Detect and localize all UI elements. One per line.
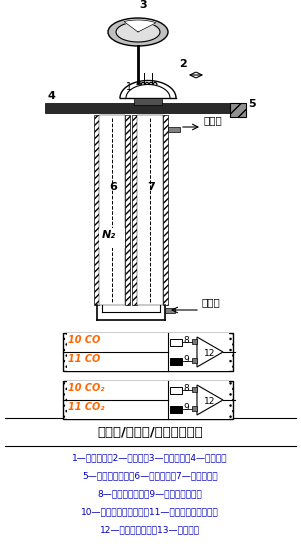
Text: 7: 7 <box>147 182 155 192</box>
Text: 11 CO₂: 11 CO₂ <box>68 402 104 412</box>
Polygon shape <box>197 385 223 415</box>
Bar <box>125 115 130 305</box>
Text: 12: 12 <box>204 349 216 358</box>
Bar <box>67 381 229 419</box>
Ellipse shape <box>116 22 160 42</box>
Bar <box>192 406 197 411</box>
Text: 4: 4 <box>48 91 56 101</box>
Text: 5—光路调整旋鈕；6—参比气室；7—测量气室；: 5—光路调整旋鈕；6—参比气室；7—测量气室； <box>82 472 218 480</box>
Bar <box>99 228 125 248</box>
Text: 11 CO: 11 CO <box>68 354 100 364</box>
Polygon shape <box>124 20 156 32</box>
Text: 8: 8 <box>183 336 189 345</box>
Bar <box>192 358 197 363</box>
Text: 样气入: 样气入 <box>202 297 221 307</box>
Bar <box>192 387 197 392</box>
Text: 3: 3 <box>139 0 147 10</box>
Polygon shape <box>197 337 223 367</box>
Bar <box>45 103 245 113</box>
Bar <box>63 381 233 419</box>
Bar <box>170 339 182 346</box>
Text: N₂: N₂ <box>102 230 116 240</box>
Bar <box>170 406 182 413</box>
Text: 2: 2 <box>179 59 187 69</box>
Text: 5: 5 <box>248 99 256 109</box>
Bar <box>170 358 182 365</box>
Bar <box>170 387 182 394</box>
Bar <box>132 115 137 305</box>
Text: 1—光源灯丝；2—反光镜；3—切片马达；4—切光轮；: 1—光源灯丝；2—反光镜；3—切片马达；4—切光轮； <box>72 454 228 463</box>
Bar <box>94 115 99 305</box>
Bar <box>163 115 168 305</box>
Text: 10 CO₂: 10 CO₂ <box>68 383 104 393</box>
Text: 单光源/双光程/双检测器配置: 单光源/双光程/双检测器配置 <box>97 426 203 438</box>
Text: 1: 1 <box>126 82 132 92</box>
Text: 10 CO: 10 CO <box>68 335 100 345</box>
Bar <box>230 103 246 117</box>
Bar <box>137 115 163 305</box>
Bar <box>63 333 233 371</box>
Text: 9: 9 <box>183 403 189 412</box>
Text: 样气出: 样气出 <box>204 115 223 125</box>
Text: 6: 6 <box>109 182 117 192</box>
Bar <box>165 308 175 313</box>
Bar <box>192 339 197 344</box>
Text: 12: 12 <box>204 397 216 406</box>
Bar <box>67 333 229 371</box>
Text: 12—前置放大电路；13—标定气室: 12—前置放大电路；13—标定气室 <box>100 525 200 534</box>
Text: 9: 9 <box>183 355 189 364</box>
Text: 8: 8 <box>183 384 189 393</box>
Bar <box>99 115 125 305</box>
Text: 8—薄膜电容动片；9—薄膜电容定片；: 8—薄膜电容动片；9—薄膜电容定片； <box>98 489 202 498</box>
Text: 10—检测器前接收气室；11—检测器后接收气室；: 10—检测器前接收气室；11—检测器后接收气室； <box>81 507 219 516</box>
Ellipse shape <box>108 18 168 46</box>
Bar <box>134 98 162 105</box>
Bar <box>168 127 180 132</box>
